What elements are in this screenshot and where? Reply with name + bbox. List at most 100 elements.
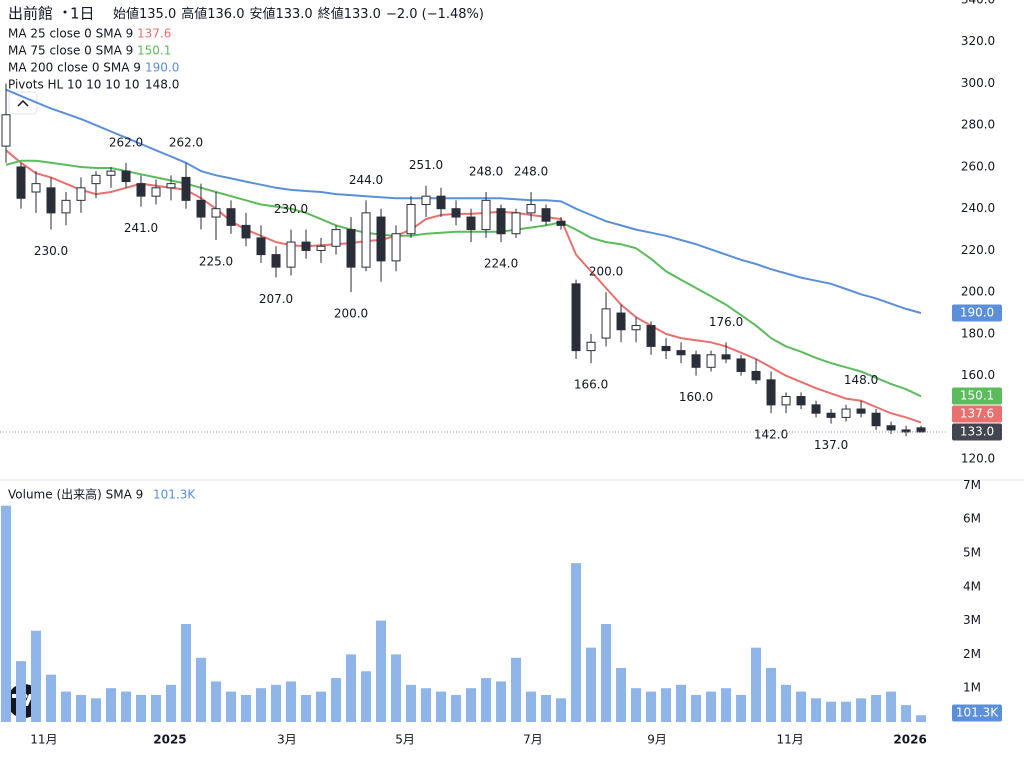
candle-body	[871, 412, 881, 427]
volume-bar	[856, 698, 867, 722]
indicator-value: 190.0	[145, 61, 179, 75]
symbol: 出前館	[8, 5, 53, 23]
candle-body	[586, 341, 596, 352]
candle-body	[691, 354, 701, 368]
pivot-label: 207.0	[259, 292, 293, 306]
volume-bar	[751, 647, 762, 722]
y-tick-label: 200.0	[961, 285, 995, 299]
candle-body	[421, 195, 431, 206]
pivot-label: 142.0	[754, 428, 788, 442]
ohlc-value: 135.0	[139, 7, 176, 22]
volume-bar	[241, 694, 252, 722]
candle-body	[511, 212, 521, 235]
volume-bar	[376, 620, 387, 722]
candle-body	[406, 204, 416, 235]
ohlc-value: 136.0	[207, 7, 244, 22]
candle-body	[301, 241, 311, 251]
volume-bar	[16, 661, 27, 722]
candle-body	[796, 396, 806, 406]
candle-body	[481, 199, 491, 231]
pivot-label: 160.0	[679, 390, 713, 404]
volume-bar	[106, 688, 117, 722]
x-tick-label: 3月	[277, 733, 297, 747]
pivot-label: 248.0	[469, 165, 503, 179]
volume-bar	[316, 691, 327, 722]
x-tick-label: 2026	[893, 733, 926, 747]
candle-body	[826, 412, 836, 418]
volume-bar	[271, 684, 282, 722]
y-tick-label: 2M	[963, 647, 981, 661]
indicator-name: Volume (出来高) SMA 9	[8, 487, 143, 502]
collapse-button[interactable]	[8, 91, 38, 115]
candle-body	[91, 174, 101, 185]
indicator-value: 137.6	[137, 27, 171, 41]
candle-body	[676, 350, 686, 356]
pivot-label: 230.0	[274, 202, 308, 216]
candle-body	[706, 354, 716, 368]
volume-bar	[676, 684, 687, 722]
indicator-name: Pivots HL 10 10 10 10	[8, 78, 140, 92]
ohlc-name: 終値	[318, 6, 344, 22]
x-tick-label: 11月	[30, 733, 57, 747]
ohlc-name: 安値	[249, 6, 275, 22]
volume-tag-label: 101.3K	[956, 706, 999, 720]
candle-body	[466, 216, 476, 231]
indicator-value: 101.3K	[153, 488, 196, 502]
candle-body	[571, 283, 581, 352]
x-tick-label: 9月	[647, 733, 667, 747]
candle-body	[751, 370, 761, 381]
ma-line	[5, 149, 922, 424]
volume-bar	[496, 681, 507, 722]
y-tick-label: 320.0	[961, 34, 995, 48]
pivot-label: 230.0	[34, 244, 68, 258]
candle-body	[241, 224, 251, 239]
price-tag-label: 137.6	[960, 407, 994, 421]
candle-body	[61, 199, 71, 214]
indicator-value: 150.1	[137, 44, 171, 58]
pivot-label: 200.0	[589, 265, 623, 279]
price-tag-label: 150.1	[960, 389, 994, 403]
y-tick-label: 220.0	[961, 243, 995, 257]
volume-bar	[421, 688, 432, 722]
y-tick-label: 4M	[963, 579, 981, 593]
candle-body	[46, 187, 56, 214]
volume-bar	[361, 671, 372, 722]
candle-body	[556, 220, 566, 226]
button-frame[interactable]	[8, 91, 38, 115]
ohlc-values: 始値135.0 高値136.0 安値133.0 終値133.0 −2.0 (−1.48%…	[113, 6, 484, 22]
volume-bar	[541, 694, 552, 722]
volume-bar	[286, 681, 297, 722]
x-tick-label: 5月	[395, 733, 415, 747]
volume-bar	[121, 691, 132, 722]
volume-bar	[766, 667, 777, 722]
y-tick-label: 340.0	[961, 0, 995, 7]
candle-body	[391, 233, 401, 262]
indicator-name: MA 200 close 0 SMA 9	[8, 61, 141, 75]
candle-body	[601, 308, 611, 339]
pivot-label: 262.0	[109, 135, 143, 149]
candle-body	[136, 183, 146, 197]
x-tick-label: 11月	[776, 733, 803, 747]
pivot-label: 200.0	[334, 307, 368, 321]
volume-bar	[166, 684, 177, 722]
candle-body	[286, 241, 296, 268]
volume-bar	[151, 694, 162, 722]
candle-body	[346, 229, 356, 268]
volume-bar	[256, 688, 267, 722]
candle-body	[1, 114, 11, 147]
volume-bar	[886, 691, 897, 722]
y-tick-label: 5M	[963, 545, 981, 559]
candle-body	[856, 408, 866, 414]
ohlc-name: 高値	[181, 6, 207, 22]
volume-bar	[181, 623, 192, 722]
candle-body	[541, 208, 551, 222]
change: −2.0 (−1.48%)	[386, 7, 484, 22]
y-tick-label: 300.0	[961, 76, 995, 90]
volume-tag	[952, 704, 1002, 722]
candle-body	[316, 245, 326, 251]
y-tick-label: 240.0	[961, 201, 995, 215]
ma-line	[5, 88, 922, 314]
ohlc-value: 133.0	[275, 7, 312, 22]
y-tick-label: 6M	[963, 512, 981, 526]
